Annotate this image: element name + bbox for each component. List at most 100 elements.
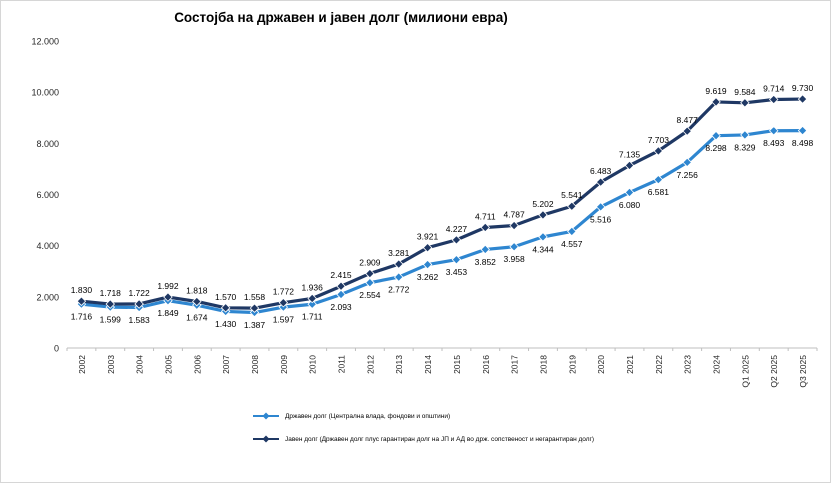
series-line: [81, 97, 803, 310]
x-axis-tick-label: 2024: [712, 355, 722, 374]
data-label: 1.818: [186, 285, 208, 295]
x-axis-tick-label: 2022: [654, 355, 664, 374]
data-label: 3.852: [475, 257, 497, 267]
data-label: 1.570: [215, 292, 237, 302]
data-label: 1.830: [71, 285, 93, 295]
x-axis-tick-label: 2015: [452, 355, 462, 374]
data-point-marker: [249, 303, 260, 313]
series-line: [81, 128, 803, 315]
data-point-marker: [220, 303, 231, 313]
data-point-marker: [336, 289, 346, 300]
x-axis-tick-label: Q3 2025: [798, 355, 808, 388]
x-axis-tick-label: 2006: [192, 355, 202, 374]
data-label: 9.619: [705, 86, 727, 96]
x-axis-tick-label: 2010: [308, 355, 318, 374]
x-axis-tick-label: Q2 2025: [769, 355, 779, 388]
data-point-marker: [365, 277, 375, 288]
y-axis-tick-label: 10.000: [31, 88, 59, 98]
data-point-marker: [509, 241, 519, 252]
data-point-marker: [797, 94, 808, 104]
data-point-marker: [105, 299, 116, 309]
data-label: 3.958: [503, 254, 525, 264]
x-axis-tick-label: 2012: [365, 355, 375, 374]
data-point-marker: [567, 201, 577, 212]
data-point-marker: [624, 187, 635, 198]
data-label: 3.281: [388, 248, 410, 258]
data-point-marker: [682, 157, 692, 168]
legend-label-state-debt: Државен долг (Централна влада, фондови и…: [285, 412, 451, 420]
data-label: 8.498: [792, 138, 814, 148]
x-axis-tick-label: Q1 2025: [740, 355, 750, 388]
data-point-marker: [480, 244, 491, 255]
y-axis-tick-label: 4.000: [36, 241, 59, 251]
legend-line-marker-icon: [253, 412, 279, 420]
data-point-marker: [480, 222, 491, 233]
x-axis-tick-label: 2014: [423, 355, 433, 374]
data-point-marker: [192, 296, 202, 307]
data-point-marker: [393, 272, 404, 282]
data-label: 6.581: [648, 187, 670, 197]
data-point-marker: [509, 220, 519, 231]
data-label: 7.135: [619, 149, 641, 159]
data-label: 4.711: [475, 211, 496, 221]
data-label: 7.703: [648, 135, 670, 145]
x-axis-tick-label: 2003: [106, 355, 116, 374]
data-label: 6.483: [590, 166, 612, 176]
data-point-marker: [595, 202, 606, 212]
data-label: 1.558: [244, 292, 266, 302]
chart-legend: Државен долг (Централна влада, фондови и…: [253, 411, 594, 457]
data-label: 4.557: [561, 239, 583, 249]
data-label: 5.516: [590, 214, 612, 224]
data-point-marker: [163, 292, 173, 302]
data-label: 2.554: [359, 290, 381, 300]
data-label: 3.453: [446, 267, 468, 277]
data-point-marker: [365, 268, 375, 279]
data-label: 1.936: [302, 282, 324, 292]
data-point-marker: [134, 299, 144, 309]
data-label: 6.080: [619, 200, 641, 210]
data-point-marker: [624, 160, 635, 171]
y-axis-tick-label: 12.000: [31, 37, 59, 47]
x-axis-tick-label: 2002: [77, 355, 87, 374]
data-label: 2.415: [330, 270, 352, 280]
data-point-marker: [740, 130, 750, 140]
data-point-marker: [76, 296, 87, 306]
data-label: 1.722: [128, 288, 150, 298]
x-axis-tick-label: 2019: [567, 355, 577, 374]
x-axis-tick-label: 2013: [394, 355, 404, 374]
data-point-marker: [711, 130, 721, 141]
data-label: 1.992: [157, 281, 179, 291]
data-point-marker: [307, 299, 317, 309]
data-label: 8.493: [763, 138, 785, 148]
x-axis-tick-label: 2021: [625, 355, 635, 374]
data-label: 1.430: [215, 319, 237, 329]
legend-item-public-debt: Јавен долг (Државен долг плус гарантиран…: [253, 434, 594, 444]
data-point-marker: [422, 242, 433, 253]
data-point-marker: [278, 297, 289, 308]
data-label: 1.849: [157, 308, 179, 318]
data-label: 1.674: [186, 313, 208, 323]
data-point-marker: [682, 126, 692, 136]
data-label: 5.541: [561, 190, 583, 200]
data-label: 8.298: [705, 143, 727, 153]
data-point-marker: [538, 232, 548, 242]
data-point-marker: [422, 259, 433, 270]
data-label: 1.711: [302, 312, 323, 322]
y-axis-tick-label: 0: [54, 344, 59, 354]
data-label: 4.344: [532, 244, 554, 254]
legend-label-public-debt: Јавен долг (Државен долг плус гарантиран…: [285, 435, 595, 443]
data-label: 3.262: [417, 272, 439, 282]
x-axis-tick-label: 2005: [163, 355, 173, 374]
data-label: 1.716: [71, 312, 93, 322]
data-label: 1.583: [128, 315, 150, 325]
y-axis-tick-label: 8.000: [36, 139, 59, 149]
data-point-marker: [653, 174, 664, 185]
x-axis-tick-label: 2008: [250, 355, 260, 374]
data-point-marker: [451, 254, 462, 265]
x-axis-tick-label: 2009: [279, 355, 289, 374]
legend-line-marker-icon: [253, 435, 279, 443]
x-axis-tick-label: 2018: [538, 355, 548, 374]
data-label: 5.202: [532, 199, 554, 209]
